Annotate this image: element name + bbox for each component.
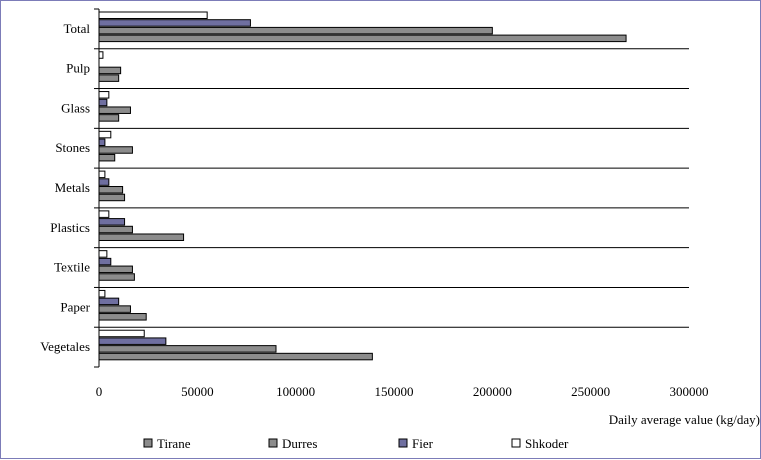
bar-shkoder-paper <box>98 289 106 298</box>
bar-shkoder-metals <box>98 170 106 179</box>
x-tick-label: 200000 <box>473 384 512 399</box>
bar-tirane-total <box>98 34 627 43</box>
labels: 0 50000 100000 150000 200000 250000 300000 Vege… <box>40 21 708 399</box>
axes <box>94 8 100 368</box>
bar-tirane-pulp <box>98 74 120 82</box>
bar-fier-paper <box>98 297 120 306</box>
bar-shkoder-pulp <box>98 51 104 59</box>
x-tick-label: 250000 <box>571 384 610 399</box>
bar-fier-stones <box>98 138 106 147</box>
category-label: Textile <box>54 260 90 275</box>
legend-label-shkoder: Shkoder <box>525 436 569 451</box>
bar-shkoder-vegetales <box>98 329 145 338</box>
bar-fier-textile <box>98 257 112 266</box>
bar-durres-paper <box>98 305 131 313</box>
bar-fier-total <box>98 19 251 27</box>
bar-durres-metals <box>98 186 124 194</box>
legend-swatch-durres <box>268 438 278 448</box>
bar-shkoder-total <box>98 11 208 19</box>
x-axis-title: Daily average value (kg/day) <box>609 412 760 427</box>
category-label: Glass <box>61 100 90 115</box>
category-label: Total <box>63 21 90 36</box>
bar-shkoder-stones <box>98 130 112 139</box>
bar-tirane-stones <box>98 153 116 162</box>
bar-tirane-plastics <box>98 233 185 241</box>
bar-durres-glass <box>98 106 131 114</box>
bar-shkoder-glass <box>98 91 110 99</box>
category-label: Vegetales <box>40 339 90 354</box>
category-label: Stones <box>55 140 90 155</box>
bar-fier-metals <box>98 178 110 186</box>
bars <box>98 11 627 361</box>
legend-label-durres: Durres <box>282 436 317 451</box>
x-tick-label: 300000 <box>670 384 709 399</box>
x-tick-label: 50000 <box>181 384 214 399</box>
bar-tirane-metals <box>98 193 126 202</box>
legend-swatch-fier <box>398 438 408 448</box>
bar-tirane-glass <box>98 114 120 122</box>
grid-lines <box>99 48 689 328</box>
x-tick-label: 150000 <box>375 384 414 399</box>
bar-durres-textile <box>98 265 133 274</box>
bar-durres-pulp <box>98 66 122 75</box>
bar-durres-vegetales <box>98 345 277 353</box>
bar-shkoder-textile <box>98 250 108 258</box>
bar-shkoder-plastics <box>98 210 110 218</box>
bar-durres-stones <box>98 146 133 154</box>
legend-label-fier: Fier <box>412 436 434 451</box>
x-tick-label: 100000 <box>276 384 315 399</box>
x-tick-label: 0 <box>96 384 103 399</box>
bar-tirane-vegetales <box>98 352 373 361</box>
bar-fier-glass <box>98 98 108 107</box>
bar-fier-plastics <box>98 218 126 226</box>
legend-label-tirane: Tirane <box>157 436 191 451</box>
category-label: Plastics <box>50 220 90 235</box>
bar-tirane-textile <box>98 273 135 281</box>
category-label: Paper <box>60 299 90 314</box>
legend: Tirane Durres Fier Shkoder <box>143 436 569 451</box>
category-label: Metals <box>55 180 90 195</box>
bar-tirane-paper <box>98 313 147 321</box>
legend-swatch-tirane <box>143 438 153 448</box>
legend-swatch-shkoder <box>511 438 521 448</box>
bar-durres-total <box>98 26 493 35</box>
bar-fier-vegetales <box>98 337 167 345</box>
bar-durres-plastics <box>98 225 133 234</box>
category-label: Pulp <box>66 61 90 76</box>
